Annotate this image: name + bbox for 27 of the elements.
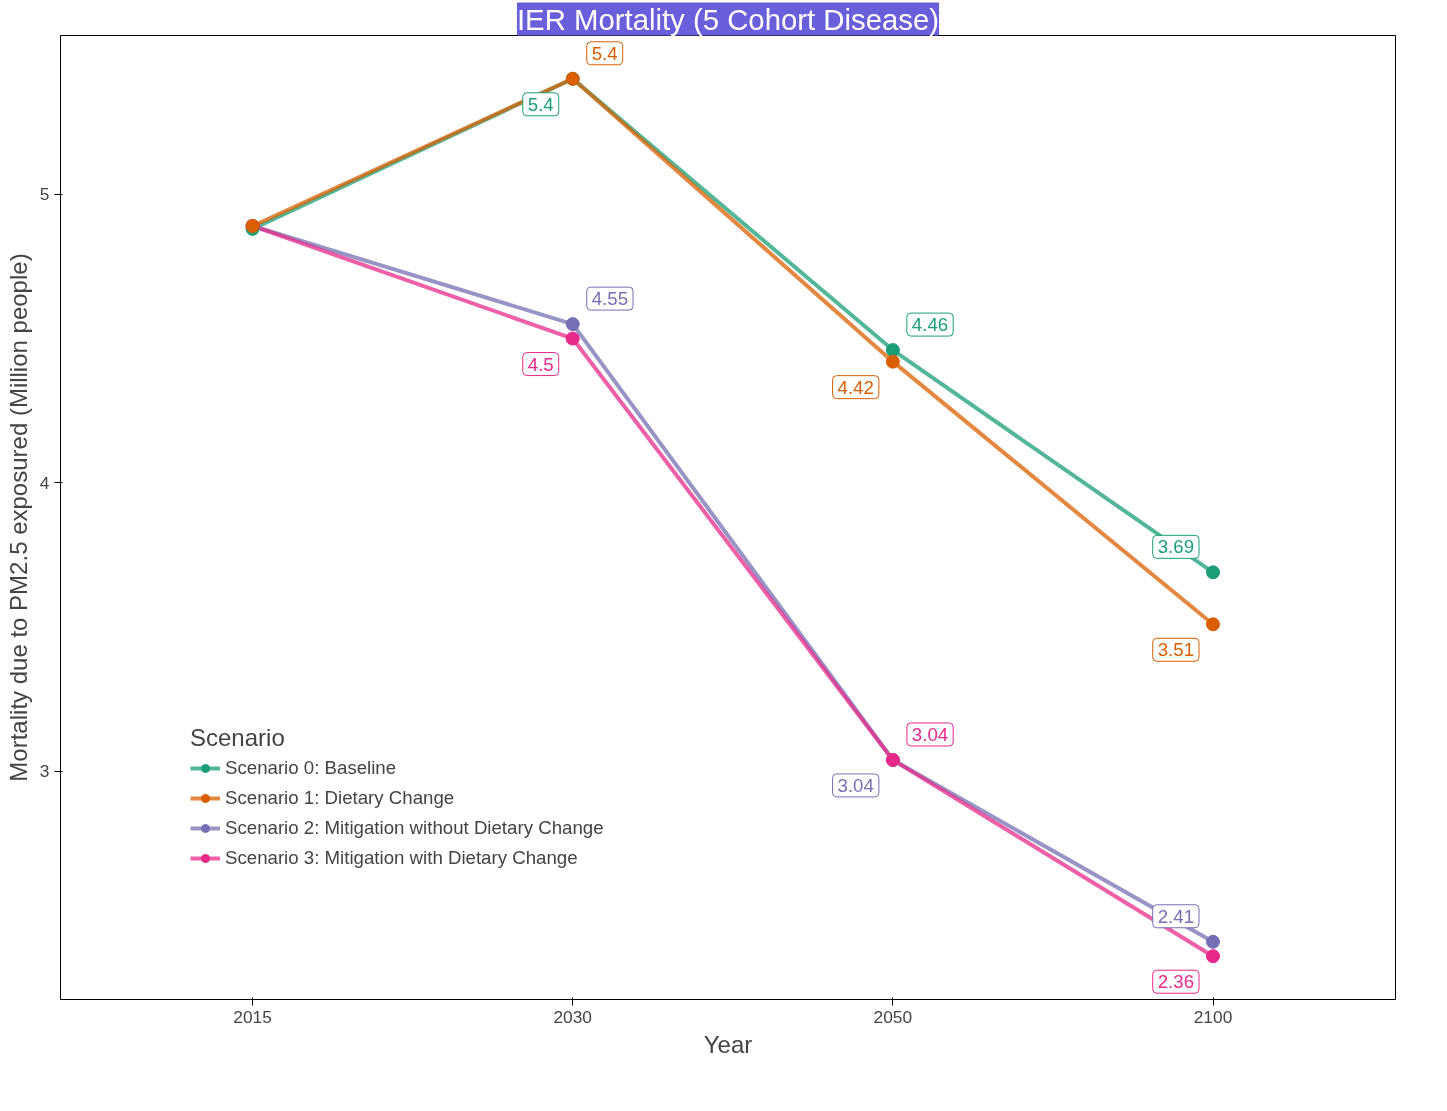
data-label: 5.4 [591,42,618,64]
y-tick-label: 4 [39,472,50,493]
y-tick-label: 5 [39,184,50,205]
data-label: 3.04 [911,723,949,745]
x-axis-title: Year [703,1030,753,1058]
data-label: 2.36 [1157,971,1195,993]
data-label: 5.4 [527,93,554,115]
data-label: 3.51 [1157,639,1195,661]
legend-title: Scenario [190,724,286,752]
data-label: 4.46 [911,314,949,336]
x-tick-label: 2050 [873,1006,913,1027]
chart-title: IER Mortality (5 Cohort Disease) [516,2,940,36]
data-label: 4.55 [591,288,629,310]
y-tick-label: 3 [39,761,50,782]
x-tick-label: 2100 [1193,1006,1233,1027]
y-axis-title: Mortality due to PM2.5 exposured (Million people) [4,253,32,782]
x-tick-label: 2030 [553,1006,593,1027]
legend-label: Scenario 0: Baseline [225,757,397,779]
legend-label: Scenario 3: Mitigation with Dietary Change [225,847,578,869]
data-label: 2.41 [1157,905,1195,927]
legend-label: Scenario 2: Mitigation without Dietary Change [225,817,604,839]
data-label: 3.69 [1157,536,1195,558]
data-label: 3.04 [837,774,874,796]
data-label: 4.42 [837,376,874,398]
x-tick-label: 2015 [233,1006,272,1027]
data-label: 4.5 [527,353,554,375]
legend-label: Scenario 1: Dietary Change [225,787,455,809]
